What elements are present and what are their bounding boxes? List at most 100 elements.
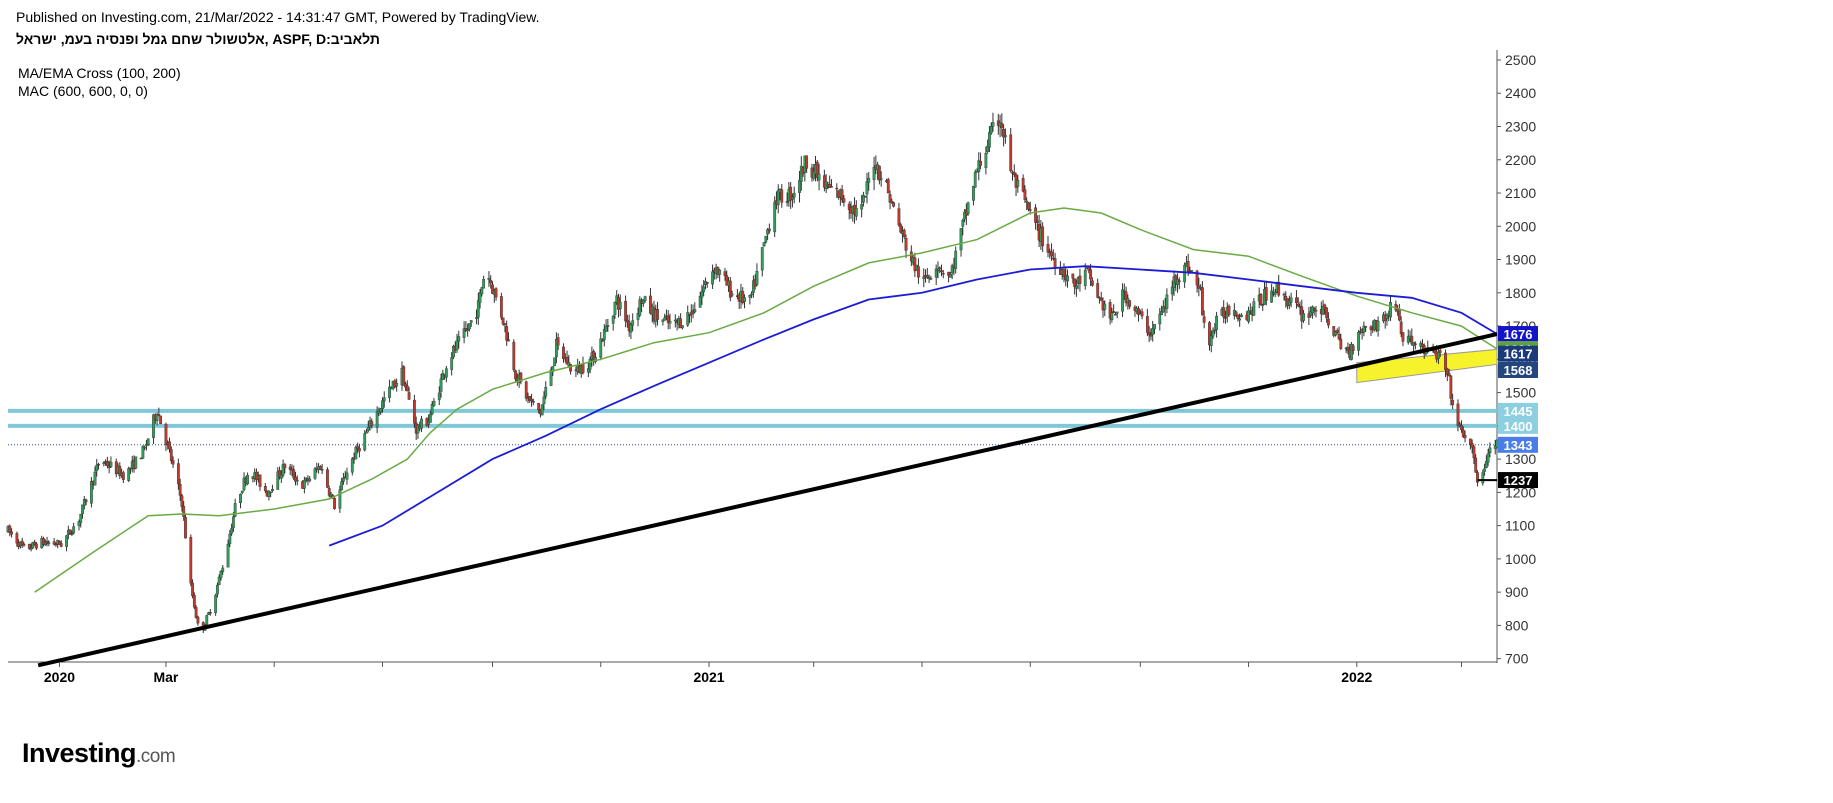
y-tick-label: 1100 [1505,518,1535,534]
candle-body [766,229,769,235]
candle-body [1346,346,1350,352]
candle-body [1114,314,1117,316]
candle-body [1003,135,1007,137]
candle-body [817,173,821,181]
candle-body [1170,286,1174,295]
candle-body [1209,335,1213,346]
candle-body [663,317,667,321]
candle-body [350,458,354,473]
candle-body [503,323,507,325]
candle-body [1062,269,1066,277]
candle-body [375,411,379,428]
candle-body [812,171,816,179]
candle-body [1177,280,1181,282]
candle-body [139,457,143,460]
candle-body [416,424,420,434]
candle-body [8,525,12,533]
candle-body [750,293,754,296]
candle-body [789,186,793,201]
candle-body [537,402,541,411]
candle-body [1213,329,1217,332]
candle-body [70,533,74,535]
candle-body [72,526,76,534]
candle-body [764,235,768,243]
candle-body [1034,207,1037,223]
candle-body [189,536,193,584]
candle-body [1302,313,1305,321]
candle-body [478,291,482,303]
candle-body [1445,368,1449,376]
candle-body [553,357,557,366]
candle-body [476,300,480,318]
candle-body [854,208,858,217]
candle-body [363,433,367,451]
ema-200-line [328,265,1498,547]
candle-body [562,346,565,359]
candle-body [402,366,406,386]
price-badge [1498,361,1538,378]
candle-body [407,392,411,400]
candle-body [441,373,445,380]
candle-body [1073,278,1077,287]
candle-body [1153,324,1156,330]
logo-domain: .com [136,746,176,767]
candle-body [302,480,306,489]
candle-body [1327,318,1330,326]
candle-body [586,368,590,373]
candle-body [77,521,81,526]
candle-body [505,326,509,341]
candle-body [530,398,533,402]
candle-body [524,381,528,399]
candle-body [54,543,58,546]
candle-body [860,204,864,210]
price-badge-label: 1343 [1504,438,1533,453]
candle-body [1046,244,1050,253]
candle-body [228,533,232,544]
candle-body [1050,251,1053,257]
candle-body [240,490,244,493]
candle-body [468,323,471,330]
candle-body [1362,325,1366,333]
candle-body [1145,316,1149,333]
candle-body [475,317,478,319]
candle-body [226,543,230,568]
candle-body [143,446,147,449]
candle-body [886,179,890,194]
price-channel-band [1356,348,1498,384]
candle-body [333,498,336,509]
candle-body [276,471,280,490]
candle-body [269,491,273,494]
candle-body [239,493,242,504]
candle-body [528,395,532,401]
y-tick-label: 2300 [1505,119,1536,135]
candle-body [581,363,585,373]
candle-body [1357,332,1360,351]
price-badge-label: 1400 [1504,419,1533,434]
candle-body [1099,297,1103,301]
candle-body [1158,313,1162,325]
candle-body [755,271,759,285]
candle-body [1108,302,1112,319]
candle-body [242,477,246,490]
candle-body [1028,209,1032,211]
candle-body [977,160,981,173]
price-badge [1498,345,1538,362]
candle-body [1021,178,1025,192]
candle-body [565,356,569,365]
candle-body [1270,290,1274,303]
candle-body [649,295,652,314]
candle-body [1234,311,1238,316]
candle-body [134,456,138,469]
candle-body [145,444,148,446]
candle-body [1090,280,1094,286]
candle-body [207,612,210,615]
candle-body [1066,275,1069,282]
candle-body [283,464,287,469]
candle-body [641,299,645,304]
candle-body [531,401,535,403]
candle-body [661,319,665,322]
y-tick-label: 1500 [1505,385,1536,401]
candle-body [1238,318,1242,321]
candle-body [141,446,145,459]
candle-body [15,533,19,544]
